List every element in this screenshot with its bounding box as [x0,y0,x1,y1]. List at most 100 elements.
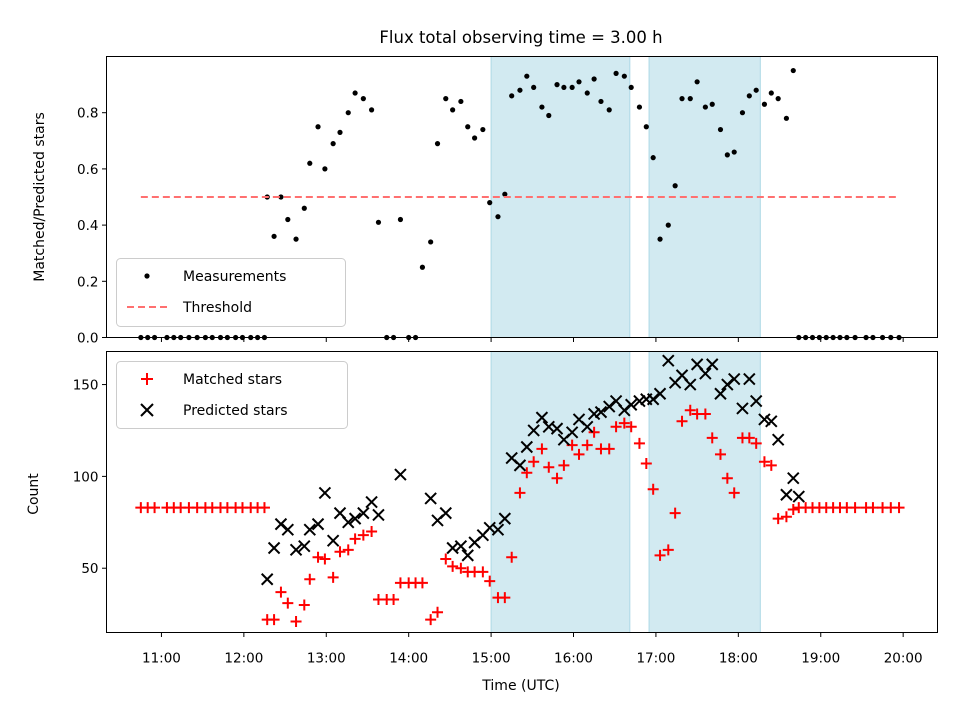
point-top-0-59 [576,79,582,85]
point-top-0-66 [628,84,634,91]
point-bot-0-24 [312,551,324,563]
point-top-0-28 [345,110,351,116]
point-top-0-70 [657,236,663,242]
point-bot-1-65 [780,488,793,501]
y-ticks-bottom: 50 100 150 [73,378,107,577]
point-bot-0-99 [867,502,879,514]
point-top-0-43 [458,98,464,105]
point-bot-0-70 [654,549,666,561]
point-bot-0-27 [334,546,346,558]
point-bot-1-1 [267,541,281,555]
point-bot-0-55 [543,461,555,473]
top-plot-frame [106,56,938,338]
point-bot-0-67 [633,437,645,449]
point-top-0-67 [636,104,643,110]
legend-top-box [116,258,346,327]
legend-predicted-marker [140,403,154,417]
x-tick-label-0: 11:00 [142,651,181,667]
point-bot-0-50 [506,551,518,563]
point-bot-0-29 [349,533,361,545]
point-bot-0-52 [521,467,533,479]
point-top-0-86 [775,96,781,102]
point-top-0-35 [397,216,404,223]
x-tick-label-4: 15:00 [472,651,511,667]
point-top-0-54 [539,104,545,110]
point-top-0-32 [375,219,382,225]
point-bot-1-13 [357,506,370,520]
point-top-0-47 [487,200,493,206]
point-top-0-40 [434,141,441,147]
x-ticks-bottom: 11:00 12:00 13:00 14:00 15:00 16:00 17:00 18:00… [142,632,923,667]
point-top-0-69 [650,155,656,161]
point-bot-0-56 [551,472,563,484]
point-bot-0-73 [676,415,688,427]
point-bot-1-15 [372,508,385,522]
point-top-0-68 [643,124,649,130]
point-top-0-88 [790,67,796,74]
point-top-0-19 [278,194,284,200]
point-top-0-24 [315,124,321,130]
y-tick-label-top-4: 0.8 [77,106,98,122]
point-bot-0-43 [455,562,467,574]
x-tick-label-7: 18:00 [719,651,758,667]
point-bot-0-46 [477,566,489,578]
point-top-0-46 [480,126,486,133]
point-bot-1-38 [581,420,594,434]
point-bot-0-66 [625,421,637,433]
point-bot-1-30 [520,440,534,454]
point-bot-0-77 [706,432,718,444]
point-bot-1-11 [342,516,355,529]
legend-top: Measurements Threshold [116,258,346,327]
y-tick-label-top-3: 0.6 [77,162,98,178]
point-bot-0-28 [342,544,354,556]
point-top-0-25 [322,166,328,172]
point-top-0-42 [450,107,456,113]
point-bot-0-64 [610,421,622,433]
point-top-0-81 [739,110,746,116]
point-top-0-79 [724,152,730,158]
point-bot-0-63 [603,443,615,455]
point-bot-1-48 [653,387,667,400]
point-top-0-18 [271,233,277,239]
series-top [138,67,902,341]
point-bot-0-78 [714,448,726,460]
point-top-0-39 [428,239,434,245]
point-top-0-41 [443,96,449,102]
point-bot-1-54 [699,367,712,380]
point-top-0-29 [352,90,358,96]
legend-predicted-label: Predicted stars [183,403,288,419]
point-bot-1-32 [535,411,549,424]
point-bot-1-16 [394,468,407,481]
x-tick-label-6: 17:00 [636,651,675,667]
point-top-0-72 [672,183,678,189]
point-bot-0-57 [558,459,570,471]
series-top-0 [138,67,902,341]
point-top-0-53 [531,84,537,91]
point-bot-1-67 [792,490,805,503]
point-top-0-51 [517,87,523,93]
y-axis-label-bottom: Count [26,473,42,515]
chart-title: Flux total observing time = 3.00 h [379,28,662,47]
point-bot-1-14 [365,495,378,509]
y-tick-label-top-0: 0.0 [77,331,98,347]
point-bot-0-47 [484,575,496,587]
point-bot-1-21 [454,539,468,553]
point-bot-1-6 [303,523,316,536]
point-bot-0-38 [416,577,428,589]
point-top-0-56 [554,82,560,88]
x-tick-label-2: 13:00 [307,651,346,667]
point-top-0-23 [307,160,313,166]
point-bot-0-82 [743,432,755,444]
point-top-0-52 [524,73,530,79]
y-tick-label-bot-0: 50 [81,561,98,577]
point-top-0-55 [546,112,552,119]
point-top-0-20 [285,216,291,223]
point-top-0-44 [465,124,471,130]
point-bot-0-39 [425,614,437,626]
point-bot-1-5 [298,539,311,553]
point-top-0-45 [472,135,478,141]
point-bot-0-97 [849,502,861,514]
series-bottom [135,354,905,627]
y-tick-label-top-1: 0.2 [77,274,98,290]
